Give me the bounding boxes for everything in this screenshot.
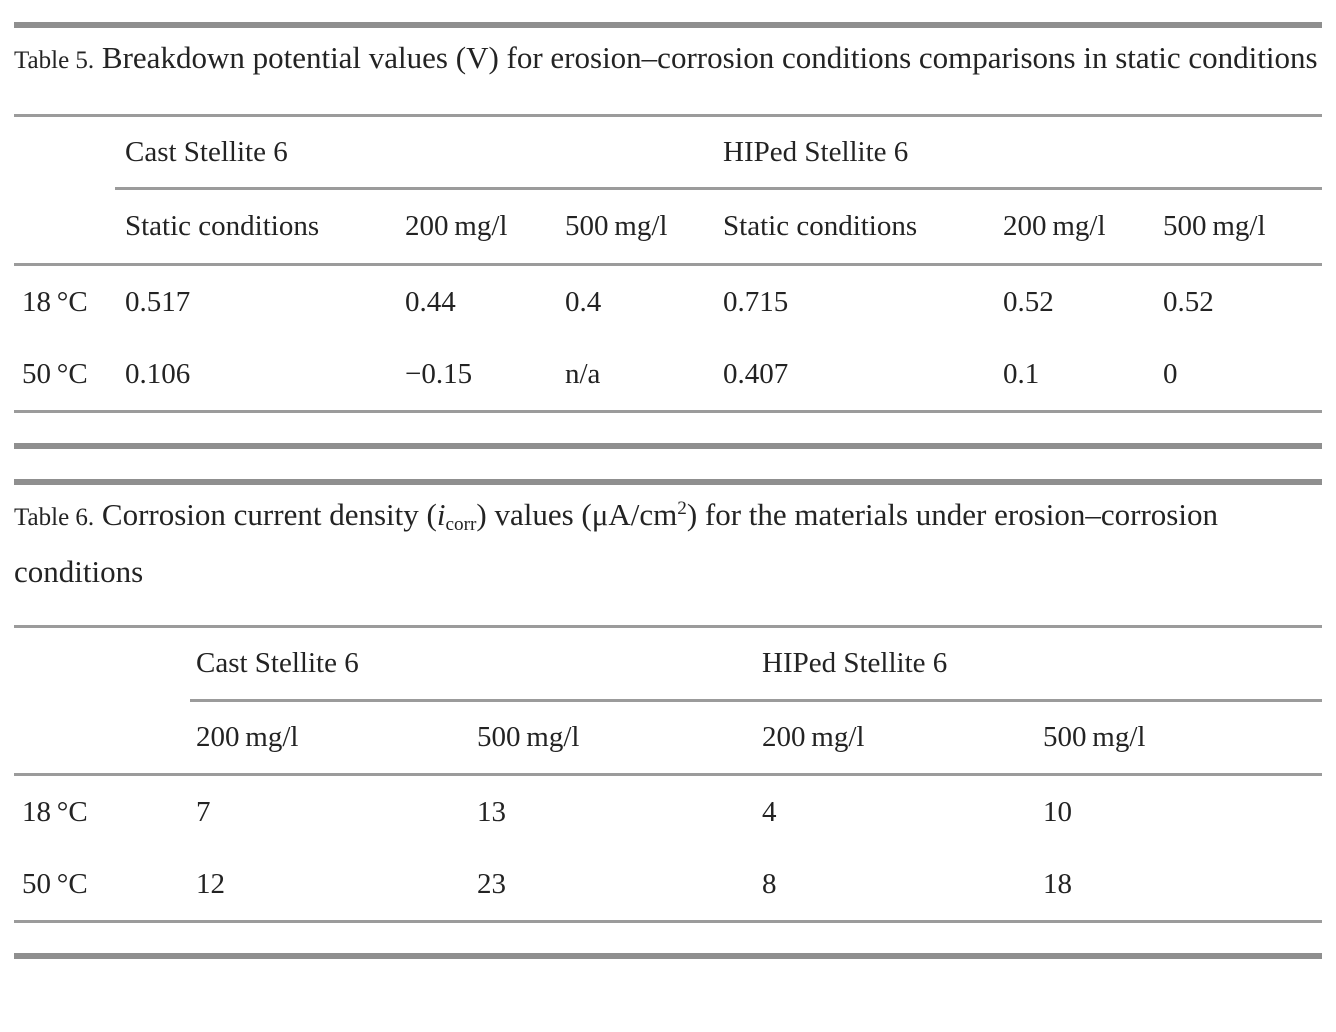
table6: Cast Stellite 6 HIPed Stellite 6 200 mg/… — [14, 625, 1323, 923]
table-row: 50 °C 12 23 8 18 — [14, 848, 1322, 922]
table5-caption-label: Table 5. — [14, 47, 95, 74]
table6-bottom-rule — [14, 953, 1322, 959]
row-label: 50 °C — [22, 357, 88, 390]
table-row: 18 °C 7 13 4 10 — [14, 775, 1322, 849]
col-header: 200 mg/l — [405, 188, 565, 266]
col-header: Static conditions — [115, 188, 405, 266]
col-header: 500 mg/l — [1043, 700, 1323, 776]
cell: −0.15 — [405, 357, 473, 390]
table5-top-rule — [14, 22, 1322, 28]
cell: 0.1 — [1003, 357, 1040, 390]
table6-group-header-cast: Cast Stellite 6 — [190, 626, 762, 702]
table6-top-rule — [14, 479, 1322, 485]
table6-caption-text-middle: ) values (μA/cm — [476, 497, 678, 532]
col-header: 200 mg/l — [762, 700, 1043, 776]
table6-group-header-row: Cast Stellite 6 HIPed Stellite 6 — [14, 626, 1323, 702]
table6-caption-text-before: Corrosion current density ( — [101, 497, 437, 532]
col-header: Static conditions — [723, 188, 1004, 266]
table5-block: Table 5. Breakdown potential values (V) … — [14, 22, 1323, 449]
cell: 0.407 — [723, 357, 789, 390]
cell: 0.715 — [723, 285, 789, 318]
cell: 0.106 — [125, 357, 191, 390]
cell: 0.517 — [125, 285, 191, 318]
cell: 23 — [477, 867, 506, 900]
cell: 0.44 — [405, 285, 456, 318]
table5: Cast Stellite 6 HIPed Stellite 6 Static … — [14, 114, 1323, 413]
col-header: 200 mg/l — [190, 700, 477, 776]
row-label: 50 °C — [22, 867, 88, 900]
cell: 18 — [1043, 867, 1072, 900]
cell: 0 — [1163, 357, 1178, 390]
icorr-symbol: i — [436, 497, 446, 532]
cell: 10 — [1043, 795, 1072, 828]
table5-corner-cell — [14, 116, 115, 189]
table-row: 18 °C 0.517 0.44 0.4 0.715 0.52 0.52 — [14, 265, 1322, 339]
table6-column-header-row: 200 mg/l 500 mg/l 200 mg/l 500 mg/l — [14, 700, 1323, 776]
table5-caption-text: Breakdown potential values (V) for erosi… — [101, 40, 1318, 75]
cell: 0.4 — [565, 285, 602, 318]
cell: 7 — [196, 795, 211, 828]
col-header: 200 mg/l — [1003, 188, 1164, 266]
table6-caption-text-after: ) for the materials under erosion–corros… — [14, 497, 1218, 589]
col-header: 500 mg/l — [1163, 188, 1323, 266]
cm2-superscript: 2 — [677, 498, 687, 520]
cell: 4 — [762, 795, 777, 828]
table5-column-header-row: Static conditions 200 mg/l 500 mg/l Stat… — [14, 188, 1323, 266]
table5-group-header-hiped: HIPed Stellite 6 — [723, 115, 1323, 190]
table6-caption-label: Table 6. — [14, 504, 95, 531]
table5-bottom-rule — [14, 443, 1322, 449]
row-label: 18 °C — [22, 285, 88, 318]
row-label: 18 °C — [22, 795, 88, 828]
table6-block: Table 6. Corrosion current density (icor… — [14, 479, 1323, 959]
table5-group-header-row: Cast Stellite 6 HIPed Stellite 6 — [14, 115, 1323, 190]
cell: n/a — [565, 357, 601, 390]
col-header: 500 mg/l — [565, 188, 724, 266]
table5-caption: Table 5. Breakdown potential values (V) … — [14, 32, 1322, 87]
cell: 0.52 — [1003, 285, 1054, 318]
table6-caption: Table 6. Corrosion current density (icor… — [14, 489, 1322, 598]
table6-corner-cell — [14, 700, 190, 776]
cell: 12 — [196, 867, 225, 900]
section-gap — [14, 449, 1322, 479]
cell: 8 — [762, 867, 777, 900]
table5-corner-cell — [14, 188, 115, 266]
table5-group-header-cast: Cast Stellite 6 — [115, 115, 724, 190]
table-row: 50 °C 0.106 −0.15 n/a 0.407 0.1 0 — [14, 338, 1322, 412]
cell: 0.52 — [1163, 285, 1214, 318]
col-header: 500 mg/l — [477, 700, 762, 776]
table6-corner-cell — [14, 627, 190, 701]
icorr-subscript: corr — [445, 514, 477, 536]
table6-group-header-hiped: HIPed Stellite 6 — [762, 626, 1323, 702]
cell: 13 — [477, 795, 506, 828]
